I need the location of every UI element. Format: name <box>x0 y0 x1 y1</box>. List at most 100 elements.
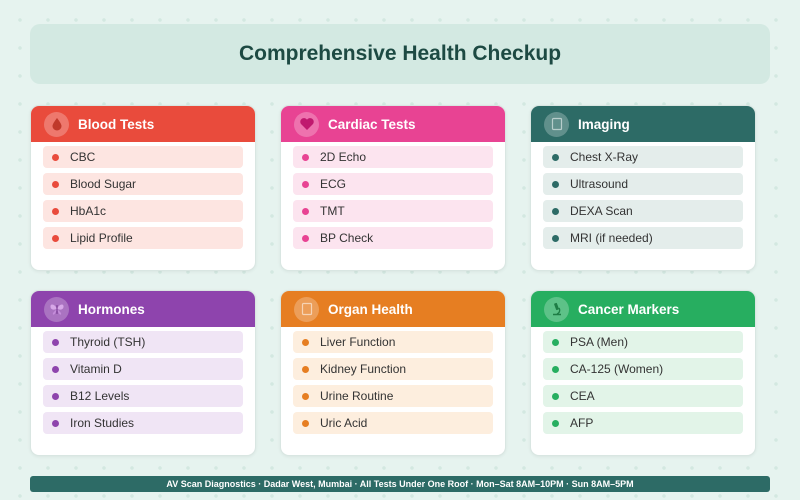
list-item: Uric Acid <box>293 412 493 434</box>
card-title: Hormones <box>78 301 145 317</box>
item-label: DEXA Scan <box>570 204 633 218</box>
item-label: ECG <box>320 177 347 191</box>
page-title: Comprehensive Health Checkup <box>238 42 562 65</box>
microscope-icon <box>544 296 569 322</box>
bullet-dot <box>552 234 559 242</box>
list-item: PSA (Men) <box>543 331 743 353</box>
bullet-dot <box>52 207 59 215</box>
list-item: AFP <box>543 412 743 434</box>
card-title: Cardiac Tests <box>328 116 416 132</box>
list-item: DEXA Scan <box>543 200 743 222</box>
bullet-dot <box>552 365 559 373</box>
bullet-dot <box>302 419 309 427</box>
list-item: Blood Sugar <box>43 173 243 195</box>
card-hormones: Hormones Thyroid (TSH) Vitamin D B12 Lev… <box>30 290 256 456</box>
list-item: Iron Studies <box>43 412 243 434</box>
imaging-icon <box>544 111 569 137</box>
item-label: Ultrasound <box>570 177 629 191</box>
footer-bar: AV Scan Diagnostics · Dadar West, Mumbai… <box>30 476 770 492</box>
list-item: B12 Levels <box>43 385 243 407</box>
item-label: Thyroid (TSH) <box>70 335 146 349</box>
item-label: CA-125 (Women) <box>570 362 664 376</box>
item-label: Iron Studies <box>70 416 135 430</box>
bullet-dot <box>552 207 559 215</box>
card-header: Hormones <box>31 291 255 327</box>
item-label: CEA <box>570 389 595 403</box>
card-header: Cardiac Tests <box>281 106 505 142</box>
item-label: HbA1c <box>70 204 107 218</box>
bullet-dot <box>52 234 59 242</box>
card-cancer-markers: Cancer Markers PSA (Men) CA-125 (Women) … <box>530 290 756 456</box>
bullet-dot <box>52 153 59 161</box>
card-header: Imaging <box>531 106 755 142</box>
card-organ-health: Organ Health Liver Function Kidney Funct… <box>280 290 506 456</box>
butterfly-icon <box>44 296 69 322</box>
bullet-dot <box>552 338 559 346</box>
list-item: Kidney Function <box>293 358 493 380</box>
bullet-dot <box>302 207 309 215</box>
item-label: Vitamin D <box>70 362 122 376</box>
list-item: Thyroid (TSH) <box>43 331 243 353</box>
item-label: PSA (Men) <box>570 335 629 349</box>
footer-text: AV Scan Diagnostics · Dadar West, Mumbai… <box>166 479 634 489</box>
list-item: Urine Routine <box>293 385 493 407</box>
card-header: Cancer Markers <box>531 291 755 327</box>
bullet-dot <box>302 234 309 242</box>
list-item: Lipid Profile <box>43 227 243 249</box>
card-title: Cancer Markers <box>578 301 680 317</box>
list-item: Vitamin D <box>43 358 243 380</box>
bullet-dot <box>302 153 309 161</box>
bullet-dot <box>552 419 559 427</box>
list-item: CBC <box>43 146 243 168</box>
item-label: TMT <box>320 204 345 218</box>
list-item: CEA <box>543 385 743 407</box>
card-header: Blood Tests <box>31 106 255 142</box>
list-item: TMT <box>293 200 493 222</box>
list-item: MRI (if needed) <box>543 227 743 249</box>
blood-drop-icon <box>44 111 69 137</box>
item-label: AFP <box>570 416 594 430</box>
list-item: ECG <box>293 173 493 195</box>
bullet-dot <box>302 392 309 400</box>
item-label: Lipid Profile <box>70 231 133 245</box>
card-header: Organ Health <box>281 291 505 327</box>
card-blood-tests: Blood Tests CBC Blood Sugar HbA1c Lipid … <box>30 105 256 271</box>
list-item: HbA1c <box>43 200 243 222</box>
item-label: 2D Echo <box>320 150 367 164</box>
item-label: B12 Levels <box>70 389 130 403</box>
card-imaging: Imaging Chest X-Ray Ultrasound DEXA Scan… <box>530 105 756 271</box>
bullet-dot <box>302 180 309 188</box>
list-item: BP Check <box>293 227 493 249</box>
list-item: Ultrasound <box>543 173 743 195</box>
bullet-dot <box>552 392 559 400</box>
list-item: Liver Function <box>293 331 493 353</box>
list-item: CA-125 (Women) <box>543 358 743 380</box>
bullet-dot <box>302 365 309 373</box>
item-label: MRI (if needed) <box>570 231 653 245</box>
test-list: Chest X-Ray Ultrasound DEXA Scan MRI (if… <box>531 142 755 249</box>
test-list: Liver Function Kidney Function Urine Rou… <box>281 327 505 434</box>
bullet-dot <box>302 338 309 346</box>
item-label: Blood Sugar <box>70 177 137 191</box>
bullet-dot <box>552 180 559 188</box>
item-label: CBC <box>70 150 96 164</box>
bullet-dot <box>52 419 59 427</box>
item-label: Liver Function <box>320 335 396 349</box>
card-title: Imaging <box>578 116 630 132</box>
card-title: Organ Health <box>328 301 413 317</box>
item-label: Chest X-Ray <box>570 150 639 164</box>
bullet-dot <box>52 180 59 188</box>
test-list: 2D Echo ECG TMT BP Check <box>281 142 505 249</box>
organ-icon <box>294 296 319 322</box>
bullet-dot <box>52 365 59 373</box>
page-header: Comprehensive Health Checkup <box>30 24 770 84</box>
list-item: Chest X-Ray <box>543 146 743 168</box>
test-list: PSA (Men) CA-125 (Women) CEA AFP <box>531 327 755 434</box>
bullet-dot <box>52 338 59 346</box>
item-label: Urine Routine <box>320 389 394 403</box>
bullet-dot <box>552 153 559 161</box>
card-title: Blood Tests <box>78 116 155 132</box>
item-label: Uric Acid <box>320 416 368 430</box>
item-label: Kidney Function <box>320 362 407 376</box>
item-label: BP Check <box>320 231 374 245</box>
